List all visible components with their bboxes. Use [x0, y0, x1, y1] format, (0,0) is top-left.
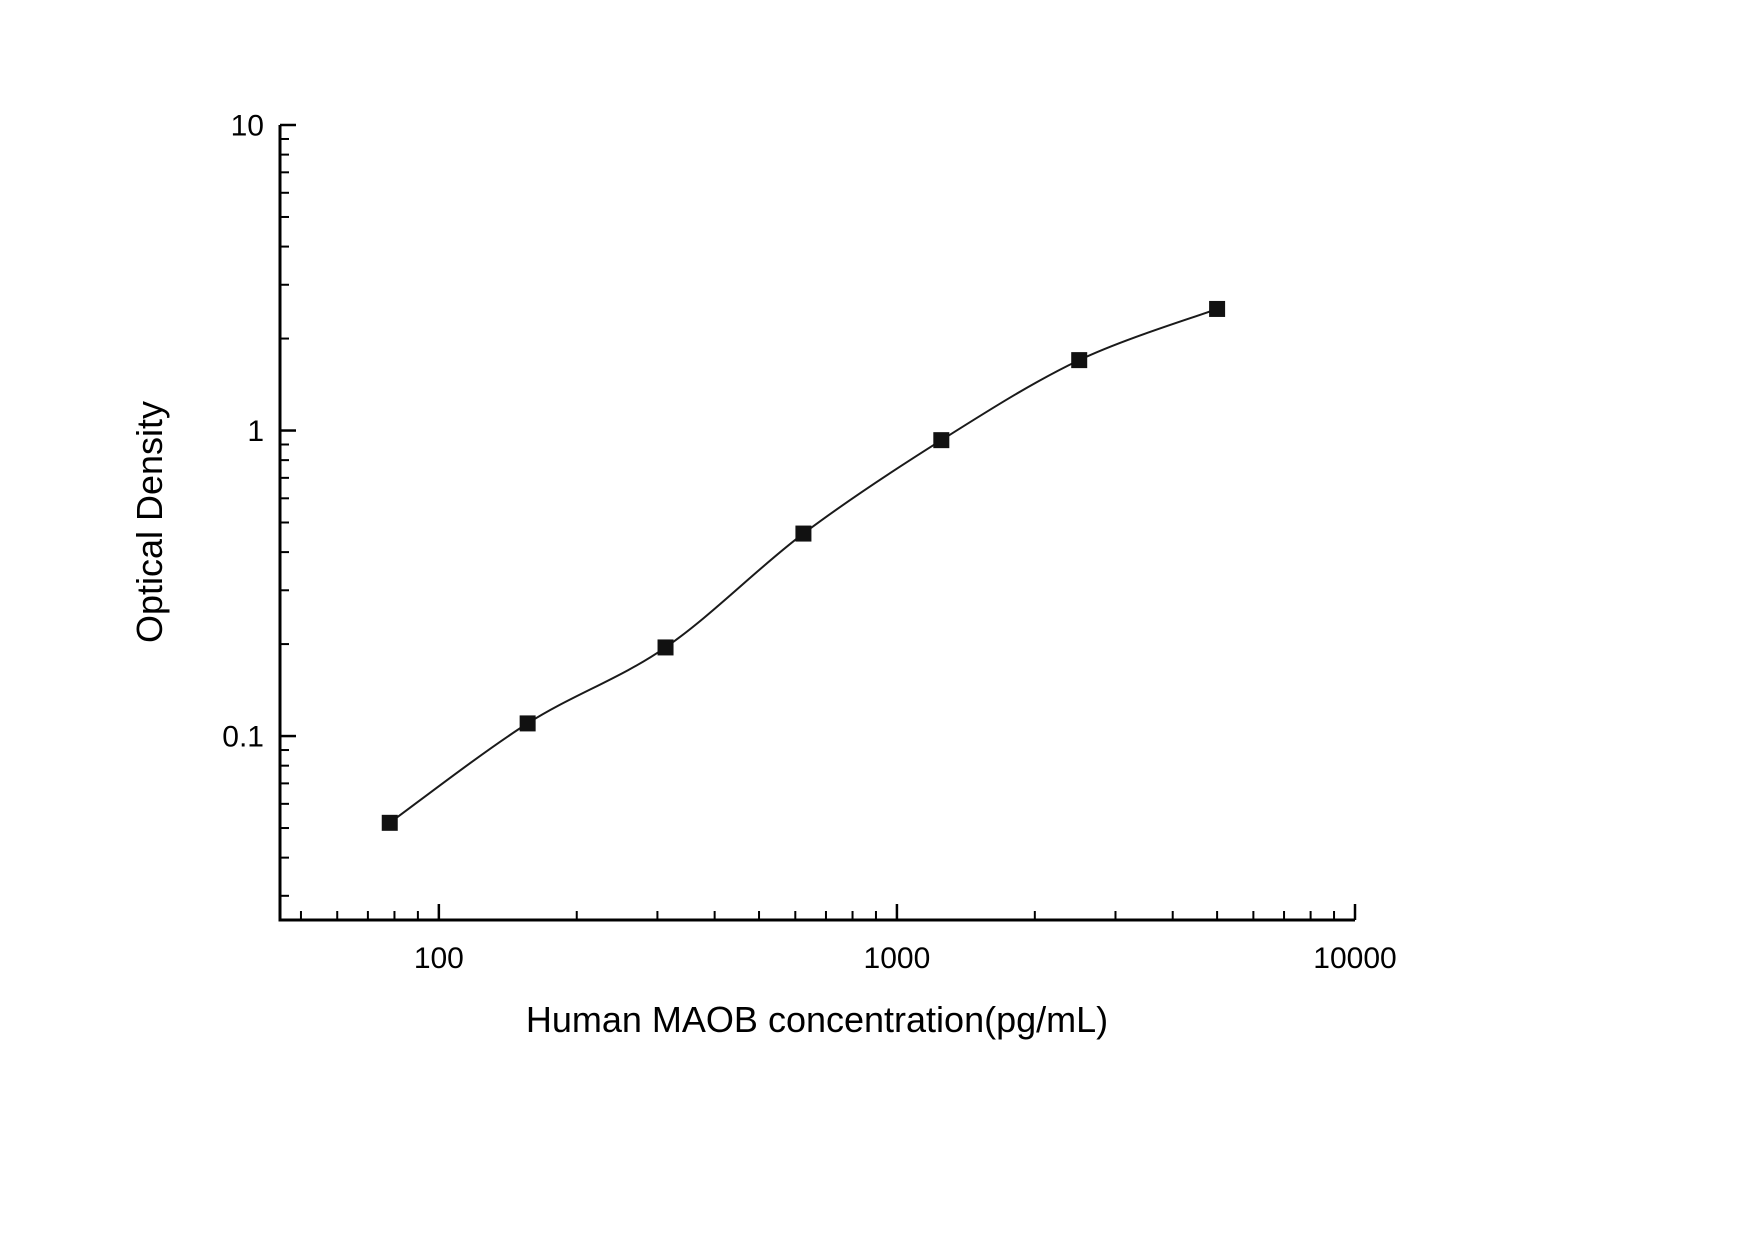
data-point-marker	[795, 525, 812, 542]
data-point-marker	[1209, 300, 1226, 317]
x-axis-title: Human MAOB concentration(pg/mL)	[525, 999, 1109, 1040]
x-tick-label: 1000	[864, 942, 931, 975]
data-point-marker	[1071, 352, 1088, 369]
data-point-marker	[933, 432, 950, 449]
data-point-marker	[519, 715, 536, 732]
x-tick-label: 10000	[1313, 942, 1396, 975]
y-axis-title: Optical Density	[129, 400, 170, 644]
x-tick-label: 100	[414, 942, 464, 975]
y-tick-label: 0.1	[222, 721, 264, 754]
standard-curve-line	[389, 307, 1218, 824]
y-tick-label: 10	[231, 110, 264, 143]
data-point-marker	[657, 639, 674, 656]
y-tick-label: 1	[247, 415, 264, 448]
data-point-marker	[381, 814, 398, 831]
